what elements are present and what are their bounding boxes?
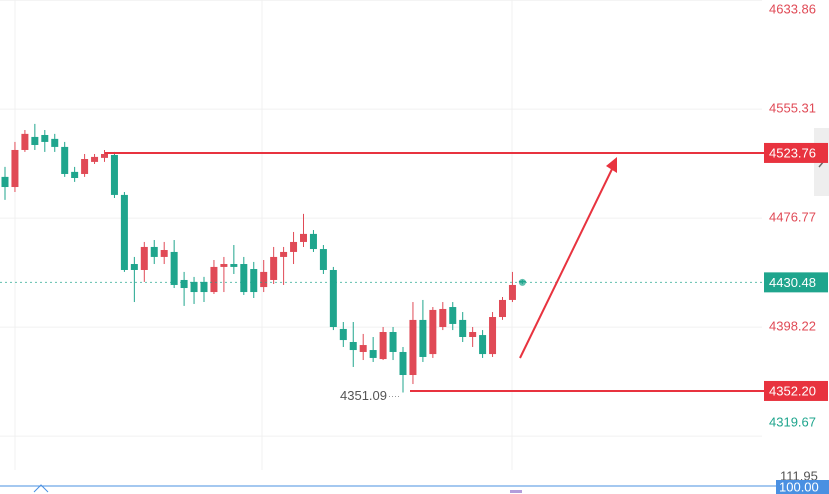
candle-body	[499, 299, 506, 318]
candle-body	[479, 335, 487, 355]
candle-body	[309, 233, 317, 250]
candle-body	[21, 133, 29, 150]
candle-body	[210, 266, 218, 293]
last-price-badge	[764, 272, 828, 293]
candle-body	[439, 308, 447, 328]
candle-body	[140, 246, 148, 270]
level-badge	[764, 142, 828, 163]
candle-body	[280, 251, 288, 257]
indicator-label: 100.00	[779, 479, 819, 494]
candle-body	[399, 351, 407, 376]
candle-body	[270, 256, 278, 280]
candle-body	[369, 350, 377, 358]
candle-body	[508, 284, 516, 300]
candle-body	[459, 319, 467, 337]
candle-body	[319, 249, 327, 270]
low-label: 4351.09	[340, 388, 387, 403]
candle-body	[469, 332, 477, 337]
candle-body	[230, 264, 238, 267]
candle-body	[419, 319, 427, 357]
candle-body	[110, 154, 118, 195]
candle-body	[130, 264, 138, 270]
candle-body	[300, 233, 307, 242]
candle-body	[389, 332, 397, 352]
candle-body	[41, 134, 49, 142]
y-tick-label: 4398.22	[769, 319, 816, 334]
candle-body	[409, 319, 417, 376]
candle-body	[91, 156, 99, 162]
candle-body	[449, 307, 457, 324]
indicator-label: 111.95	[780, 468, 818, 483]
candle-body	[71, 171, 79, 179]
candle-body	[11, 149, 19, 188]
indicator-marker	[33, 484, 49, 493]
indicator-marker	[510, 490, 522, 493]
candle-body	[349, 341, 357, 351]
candle-body	[339, 328, 347, 341]
candle-body	[329, 269, 337, 328]
last-price-dot	[518, 278, 526, 286]
candle-body	[180, 279, 188, 289]
candle-body	[150, 246, 158, 257]
candle-body	[160, 250, 168, 257]
candle-body	[359, 345, 367, 352]
level-badge	[764, 380, 828, 401]
candle-body	[489, 317, 497, 355]
trend-arrow	[519, 164, 615, 359]
candle-body	[81, 158, 89, 174]
level-label: 4352.20	[769, 383, 816, 398]
trend-arrowhead	[606, 157, 617, 173]
candle-body	[250, 269, 258, 293]
candle-body	[240, 264, 248, 293]
candle-body	[61, 146, 69, 174]
candle-body	[429, 309, 437, 355]
candle-body	[51, 138, 59, 147]
candle-body	[170, 251, 178, 285]
candle-body	[260, 271, 268, 288]
candle-body	[1, 176, 9, 188]
indicator-badge	[776, 480, 829, 494]
last-price-label: 4430.48	[769, 275, 816, 290]
candle-body	[190, 281, 198, 293]
candle-body	[220, 264, 228, 267]
candle-body	[31, 136, 39, 145]
level-label: 4523.76	[769, 145, 816, 160]
candle-body	[120, 194, 128, 270]
y-tick-label: 4319.67	[769, 414, 816, 429]
y-tick-label: 4476.77	[769, 210, 816, 225]
candle-body	[101, 154, 108, 158]
candle-body	[290, 241, 298, 252]
candle-body	[200, 281, 208, 293]
y-tick-label: 4633.86	[769, 1, 816, 16]
y-tick-label: 4555.31	[769, 101, 816, 116]
candle-body	[379, 332, 387, 360]
